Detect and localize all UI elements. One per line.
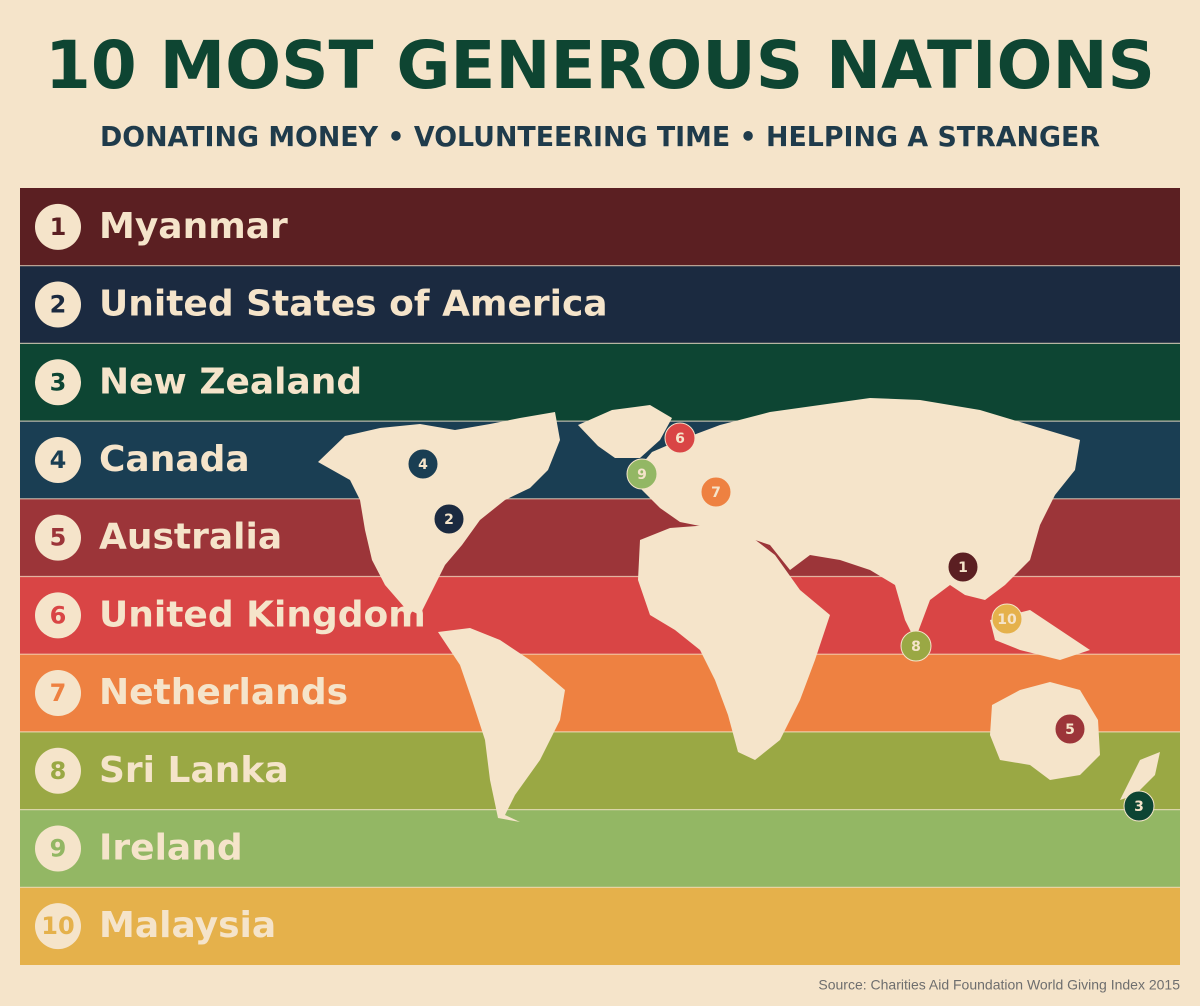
rank-number: 8 (50, 757, 67, 785)
rank-number: 5 (50, 524, 67, 552)
rank-badge (35, 903, 81, 950)
map-marker-label: 5 (1065, 722, 1075, 738)
rank-badge (35, 203, 81, 250)
country-name: Ireland (99, 827, 243, 868)
map-marker-label: 9 (637, 467, 647, 483)
map-marker (626, 458, 658, 490)
rank-number: 7 (50, 679, 67, 707)
africa (638, 525, 830, 760)
country-name: New Zealand (99, 361, 362, 402)
map-markers: 1 2 3 4 5 6 7 8 9 10 (407, 422, 1155, 822)
map-marker (947, 551, 979, 583)
map-marker (1054, 713, 1086, 745)
country-name: United States of America (99, 284, 608, 325)
rank-number: 3 (50, 368, 67, 396)
map-marker-label: 10 (997, 612, 1017, 628)
row-band (20, 654, 1180, 732)
title: 10 MOST GENEROUS NATIONS (45, 27, 1155, 104)
row-band (20, 265, 1180, 344)
rank-badge (35, 592, 81, 639)
country-name: United Kingdom (99, 594, 426, 635)
map-marker-label: 2 (444, 512, 454, 528)
row-band (20, 809, 1180, 888)
rank-badge (35, 514, 81, 561)
rows: 1 Myanmar 2 United States of America 3 New Ze… (20, 188, 1180, 965)
country-name: Myanmar (99, 206, 288, 247)
rank-number: 9 (50, 834, 67, 862)
country-name: Sri Lanka (99, 750, 289, 791)
rank-badge (35, 436, 81, 483)
map-marker (1123, 790, 1155, 822)
map-marker (664, 422, 696, 454)
row-band (20, 343, 1180, 422)
map-marker-label: 3 (1134, 799, 1144, 815)
map-marker (900, 630, 932, 662)
rank-badge (35, 281, 81, 328)
map-marker-label: 7 (711, 485, 721, 501)
map-marker (407, 448, 439, 480)
row-band (20, 731, 1180, 810)
map-marker-label: 8 (911, 639, 921, 655)
subtitle: DONATING MONEY • VOLUNTEERING TIME • HEL… (100, 120, 1100, 153)
rank-number: 6 (50, 601, 67, 629)
rank-badge (35, 825, 81, 872)
country-name: Malaysia (99, 905, 276, 946)
country-name: Netherlands (99, 672, 348, 713)
south-america (438, 628, 565, 822)
country-name: Canada (99, 439, 250, 480)
map-marker (433, 503, 465, 535)
map-marker (700, 476, 732, 508)
source: Source: Charities Aid Foundation World G… (818, 977, 1180, 993)
map-marker-label: 6 (675, 431, 685, 447)
rank-number: 4 (50, 446, 67, 474)
new-zealand (1120, 752, 1160, 800)
map-marker-label: 1 (958, 560, 968, 576)
rank-number: 2 (50, 291, 67, 319)
rank-badge (35, 670, 81, 717)
greenland (578, 405, 672, 458)
australia (990, 682, 1100, 780)
row-band (20, 188, 1180, 266)
country-name: Australia (99, 517, 282, 558)
row-band (20, 887, 1180, 965)
rank-badge (35, 359, 81, 406)
map-marker (991, 603, 1023, 635)
rank-badge (35, 747, 81, 794)
rank-number: 1 (50, 213, 67, 241)
map-marker-label: 4 (418, 457, 428, 473)
rank-number: 10 (41, 912, 74, 940)
